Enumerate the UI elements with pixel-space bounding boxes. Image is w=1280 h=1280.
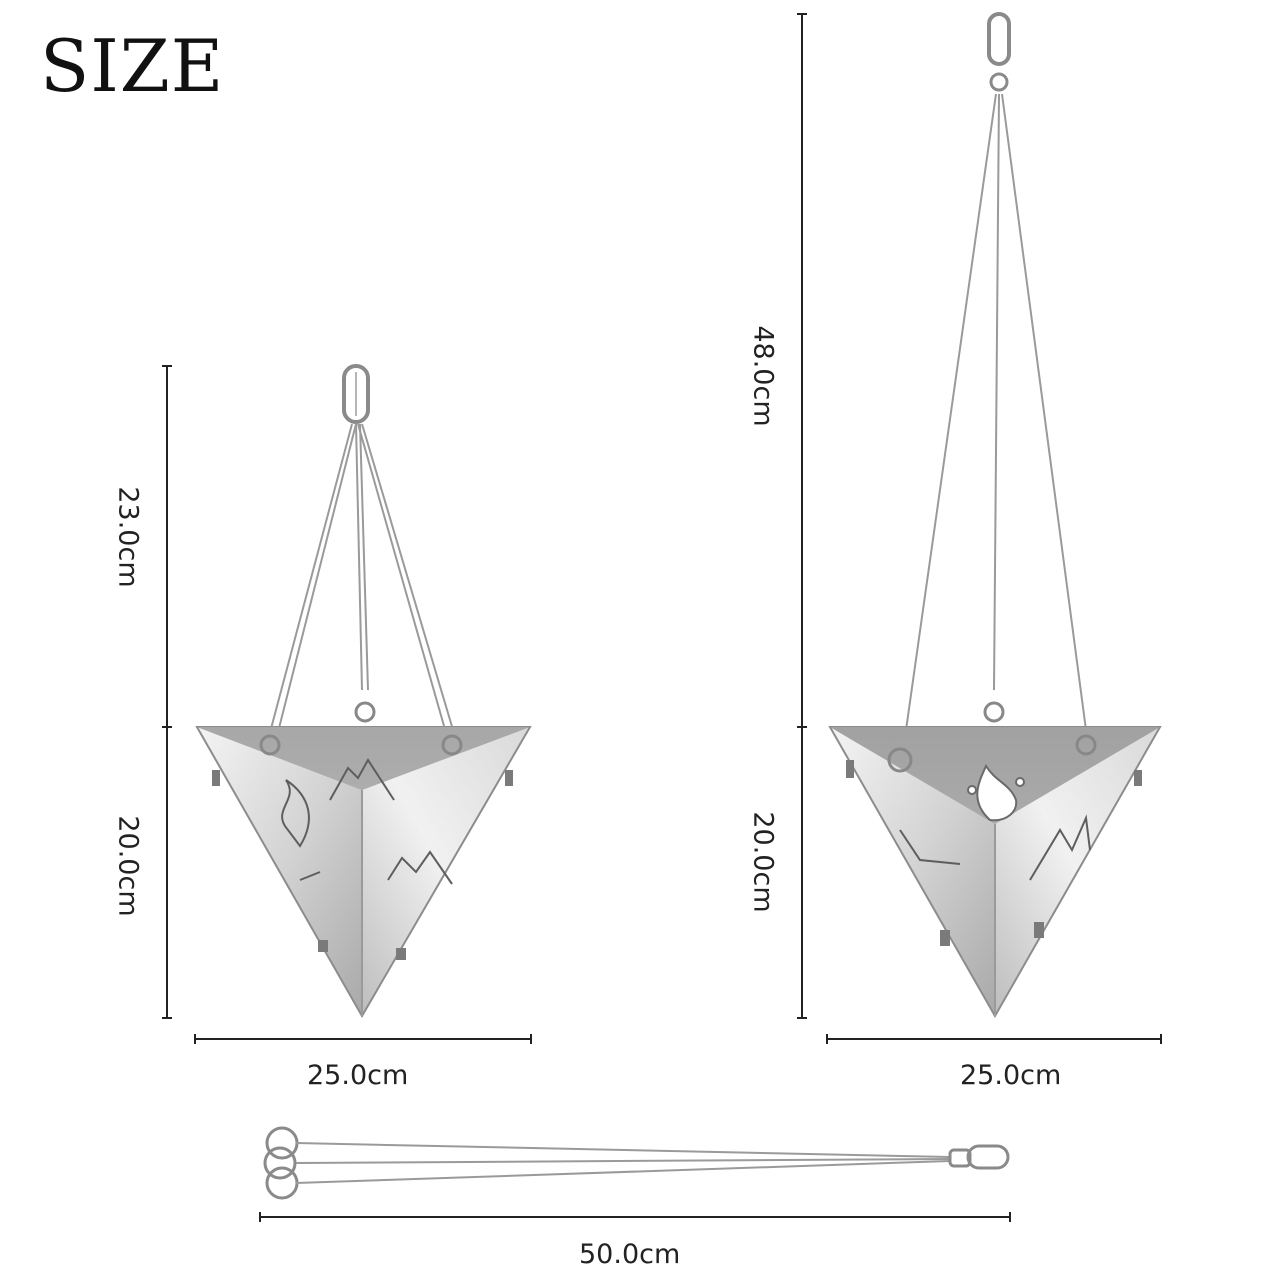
page-title: SIZE <box>40 24 225 108</box>
hanging-wires <box>267 423 457 741</box>
split-ring-icon <box>263 1126 299 1200</box>
hanging-wires <box>905 93 1087 731</box>
right-brazier <box>828 12 1162 1019</box>
left-brazier <box>195 364 532 1019</box>
flame-cutout-icon <box>281 779 321 881</box>
left-body-height-label: 20.0cm <box>112 815 144 917</box>
hanging-chain <box>263 1126 1010 1200</box>
chain-length-label: 50.0cm <box>579 1239 681 1270</box>
mountain-cutout-icon <box>899 814 1091 881</box>
flame-cutout-icon <box>967 763 1025 822</box>
tab-slots <box>212 770 513 960</box>
carabiner-icon <box>342 364 370 424</box>
carabiner-icon <box>987 12 1011 92</box>
split-ring-icon <box>259 701 463 756</box>
carabiner-icon <box>948 1144 1010 1170</box>
left-width-label: 25.0cm <box>307 1060 409 1091</box>
right-body-height-label: 20.0cm <box>747 811 779 913</box>
tab-slots <box>846 760 1142 946</box>
split-ring-icon <box>887 701 1097 773</box>
right-width-label: 25.0cm <box>960 1060 1062 1091</box>
dimension-lines <box>162 13 1162 1222</box>
right-hang-height-label: 48.0cm <box>747 325 779 427</box>
left-hang-height-label: 23.0cm <box>112 486 144 588</box>
mountain-cutout-icon <box>329 758 453 885</box>
